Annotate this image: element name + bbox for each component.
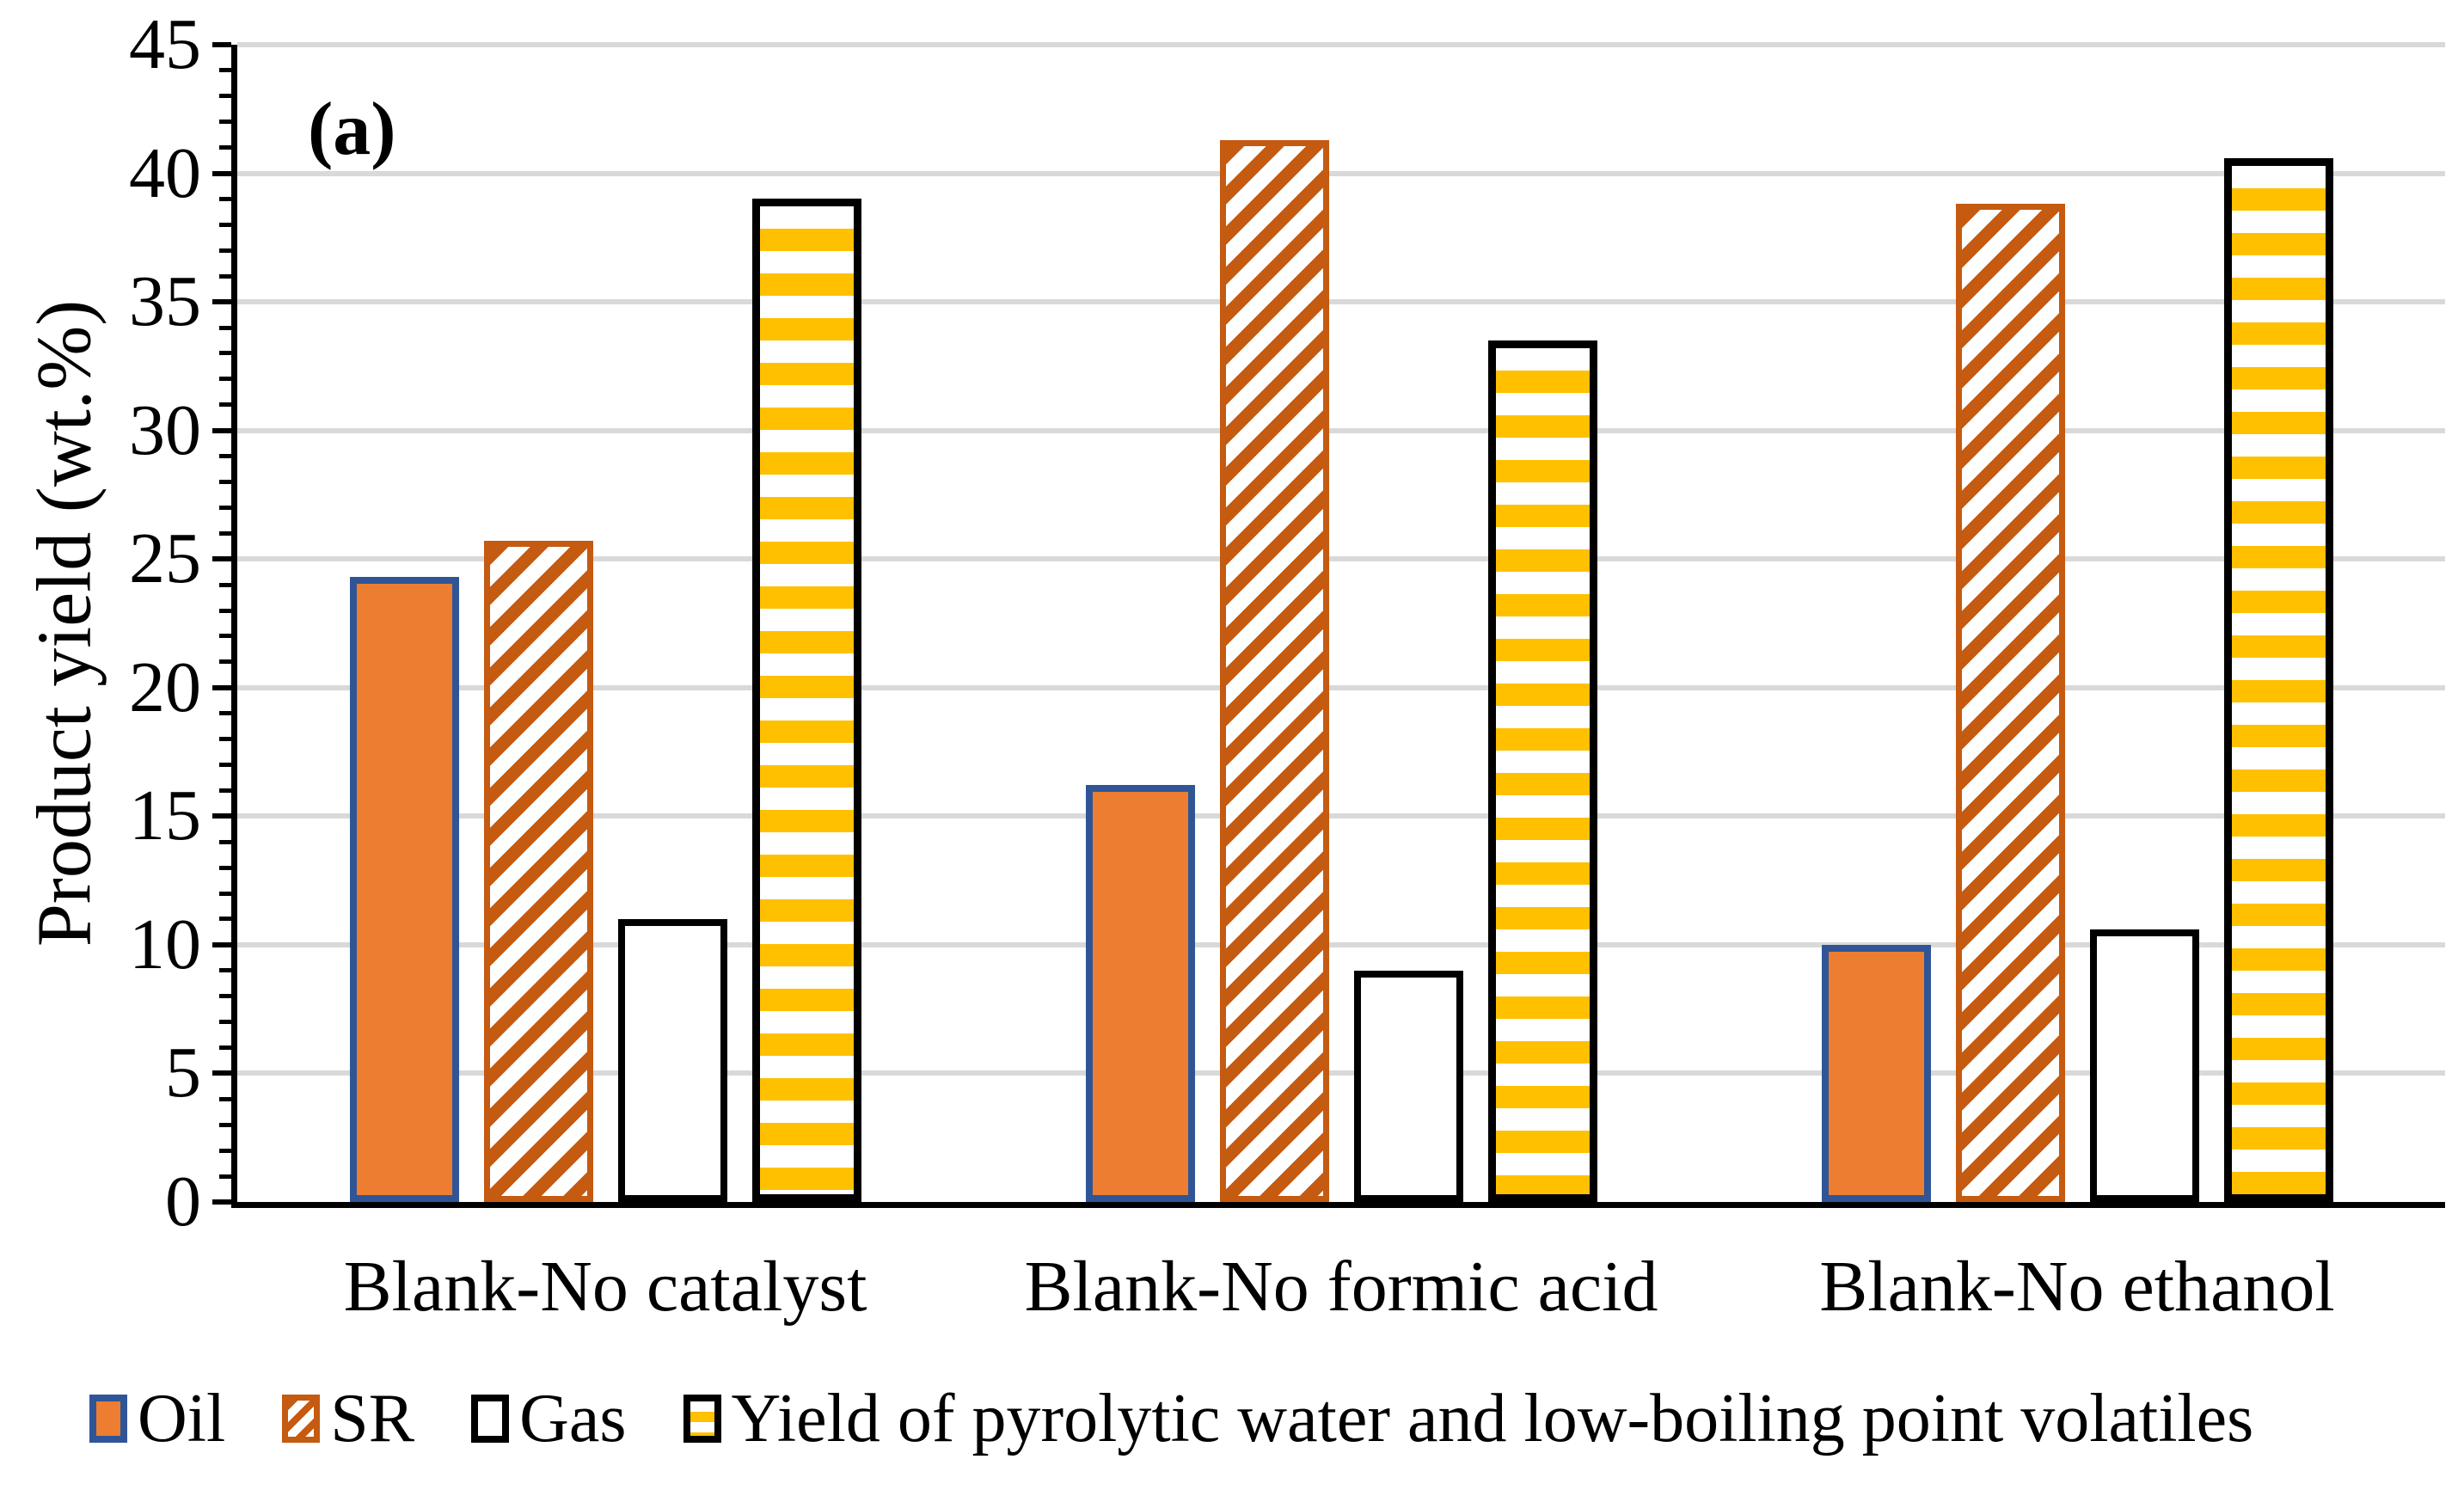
bar-sr-cat1 [483,541,593,1202]
legend: Oil SR Gas Yield of pyrolytic water and low… [89,1377,2455,1460]
plot-area [212,42,2445,1208]
y-tick-minor-12 [219,891,231,896]
y-tick-minor-27 [219,505,231,510]
y-tick-label-0: 0 [165,1162,201,1242]
y-tick-minor-13 [219,865,231,870]
bar-sr-cat2 [1219,139,1329,1202]
y-tick-major-40 [212,170,231,176]
y-tick-minor-37 [219,248,231,253]
gridline-5 [237,1070,2445,1076]
bar-sr-cat3 [1955,204,2065,1202]
legend-swatch-gas [471,1395,510,1443]
y-tick-major-35 [212,299,231,305]
legend-label-yield: Yield of pyrolytic water and low-boiling… [731,1381,2254,1456]
legend-item-gas: Gas [471,1377,627,1460]
legend-label-oil: Oil [138,1381,226,1456]
y-tick-minor-36 [219,273,231,279]
gridline-25 [237,556,2445,562]
y-tick-label-35: 35 [129,261,201,342]
gridline-20 [237,684,2445,690]
y-tick-label-25: 25 [129,518,201,599]
bar-gas-cat3 [2089,929,2199,1202]
y-tick-minor-17 [219,763,231,768]
y-tick-label-15: 15 [129,776,201,856]
bar-gas-cat1 [617,918,727,1202]
y-tick-major-0 [212,1199,231,1205]
y-tick-minor-6 [219,1045,231,1051]
bar-yield-cat1 [751,199,861,1202]
y-tick-minor-24 [219,582,231,587]
gridline-45 [237,42,2445,47]
y-tick-minor-11 [219,917,231,922]
category-label-3: Blank-No ethanol [1819,1247,2335,1327]
gridline-40 [237,170,2445,176]
y-tick-major-30 [212,427,231,433]
y-axis-line [231,45,237,1208]
bar-yield-cat3 [2223,157,2333,1202]
bar-yield-cat2 [1487,340,1597,1202]
y-tick-minor-34 [219,325,231,330]
y-tick-minor-26 [219,530,231,536]
y-tick-minor-7 [219,1020,231,1025]
y-tick-minor-1 [219,1174,231,1179]
y-tick-minor-4 [219,1096,231,1101]
y-tick-minor-2 [219,1148,231,1153]
y-tick-minor-31 [219,402,231,408]
gridline-35 [237,299,2445,305]
bar-oil-cat2 [1085,785,1195,1202]
y-tick-minor-43 [219,94,231,99]
y-tick-minor-21 [219,659,231,665]
y-tick-label-45: 45 [129,4,201,84]
legend-item-oil: Oil [89,1377,225,1460]
y-tick-minor-9 [219,968,231,973]
category-label-1: Blank-No catalyst [343,1247,867,1327]
y-tick-label-40: 40 [129,132,201,213]
y-tick-label-10: 10 [129,904,201,984]
bar-oil-cat1 [349,577,459,1202]
y-tick-label-20: 20 [129,647,201,727]
y-tick-minor-41 [219,145,231,150]
y-tick-minor-28 [219,480,231,484]
y-tick-minor-8 [219,994,231,999]
y-tick-minor-18 [219,737,231,742]
gridline-15 [237,813,2445,819]
y-tick-minor-38 [219,222,231,227]
legend-item-sr: SR [282,1377,414,1460]
y-tick-minor-42 [219,120,231,125]
gridline-10 [237,941,2445,947]
bar-oil-cat3 [1821,944,1931,1202]
panel-label: (a) [308,88,396,171]
legend-label-gas: Gas [519,1381,627,1456]
category-label-2: Blank-No formic acid [1024,1247,1658,1327]
y-tick-minor-29 [219,454,231,459]
legend-label-sr: SR [330,1381,415,1456]
y-tick-major-5 [212,1070,231,1076]
legend-swatch-sr [282,1395,321,1443]
y-tick-minor-14 [219,839,231,844]
legend-item-yield: Yield of pyrolytic water and low-boiling… [683,1377,2254,1460]
y-tick-minor-16 [219,788,231,793]
y-tick-minor-19 [219,711,231,716]
y-tick-major-20 [212,684,231,690]
y-tick-label-30: 30 [129,389,201,470]
y-tick-minor-23 [219,608,231,613]
y-tick-minor-44 [219,68,231,73]
legend-swatch-yield [683,1395,721,1443]
bar-gas-cat2 [1353,970,1463,1202]
y-tick-minor-32 [219,377,231,382]
y-tick-label-5: 5 [165,1033,201,1113]
y-tick-minor-33 [219,351,231,356]
gridline-30 [237,427,2445,433]
y-tick-minor-22 [219,634,231,639]
y-tick-major-15 [212,813,231,819]
legend-swatch-oil [89,1395,127,1443]
y-tick-minor-39 [219,196,231,201]
y-tick-minor-3 [219,1122,231,1127]
y-tick-major-45 [212,42,231,47]
y-tick-major-25 [212,556,231,562]
y-tick-major-10 [212,941,231,947]
